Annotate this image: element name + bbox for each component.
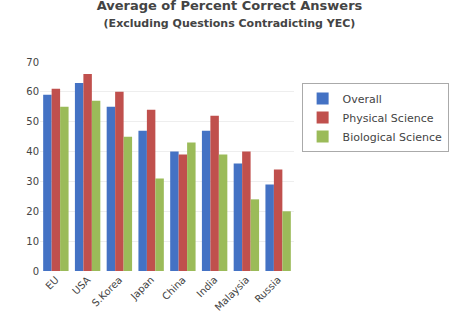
svg-text:Average of Percent Correct Ans: Average of Percent Correct Answers(Exclu…: [97, 0, 363, 30]
svg-text:India: India: [194, 274, 219, 299]
svg-text:50: 50: [26, 116, 39, 127]
svg-text:Biological Science: Biological Science: [343, 131, 442, 144]
svg-text:Malaysia: Malaysia: [213, 274, 252, 313]
svg-text:EU: EU: [43, 274, 60, 291]
svg-text:Russia: Russia: [253, 274, 284, 305]
svg-text:60: 60: [26, 86, 39, 97]
svg-text:0: 0: [33, 266, 39, 277]
svg-text:Overall: Overall: [343, 93, 382, 106]
svg-text:30: 30: [26, 176, 39, 187]
svg-text:China: China: [160, 274, 188, 302]
svg-text:40: 40: [26, 146, 39, 157]
svg-text:Japan: Japan: [128, 274, 156, 302]
svg-text:20: 20: [26, 206, 39, 217]
svg-text:S.Korea: S.Korea: [90, 274, 125, 309]
svg-text:USA: USA: [70, 274, 93, 297]
svg-text:70: 70: [26, 57, 39, 68]
svg-text:Physical Science: Physical Science: [343, 112, 434, 125]
svg-text:10: 10: [26, 236, 39, 247]
